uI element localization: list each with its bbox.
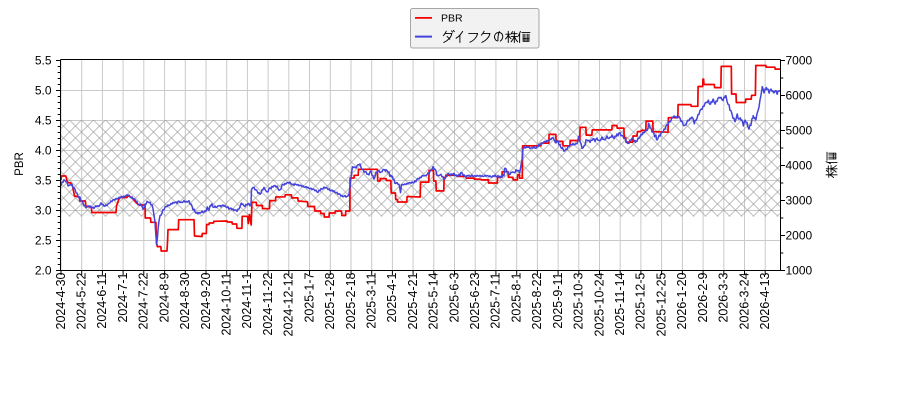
svg-text:2025-7-11: 2025-7-11	[489, 272, 503, 328]
svg-text:3.5: 3.5	[35, 173, 52, 187]
svg-text:2025-4-21: 2025-4-21	[406, 272, 420, 329]
svg-text:2024-4-30: 2024-4-30	[54, 272, 68, 329]
svg-text:2.5: 2.5	[35, 233, 52, 247]
svg-text:PBR: PBR	[14, 152, 26, 176]
svg-text:5.5: 5.5	[35, 53, 52, 67]
svg-text:5.0: 5.0	[35, 83, 52, 97]
svg-text:2025-1-7: 2025-1-7	[302, 272, 316, 322]
svg-text:2.0: 2.0	[35, 263, 52, 277]
svg-text:2025-5-14: 2025-5-14	[427, 272, 441, 329]
svg-text:3000: 3000	[786, 193, 813, 207]
svg-text:2024-6-11: 2024-6-11	[95, 272, 109, 328]
svg-text:PBR: PBR	[441, 13, 463, 25]
svg-text:2025-4-1: 2025-4-1	[385, 272, 399, 322]
svg-text:4.0: 4.0	[35, 143, 52, 157]
svg-text:2025-6-23: 2025-6-23	[468, 272, 482, 329]
svg-text:2024-10-11: 2024-10-11	[220, 272, 234, 335]
svg-text:7000: 7000	[786, 53, 813, 67]
svg-text:2024-7-22: 2024-7-22	[137, 272, 151, 329]
svg-text:6000: 6000	[786, 88, 813, 102]
svg-text:2000: 2000	[786, 228, 813, 242]
svg-text:2024-7-1: 2024-7-1	[116, 272, 130, 322]
svg-text:2026-3-24: 2026-3-24	[737, 272, 751, 329]
svg-text:4.5: 4.5	[35, 113, 52, 127]
svg-text:2025-8-1: 2025-8-1	[510, 272, 524, 322]
svg-text:2026-3-3: 2026-3-3	[717, 272, 731, 322]
svg-text:2026-1-20: 2026-1-20	[675, 272, 689, 329]
svg-text:2024-5-22: 2024-5-22	[75, 272, 89, 329]
svg-text:1000: 1000	[786, 263, 813, 277]
svg-text:2025-2-18: 2025-2-18	[344, 272, 358, 329]
svg-text:2024-11-22: 2024-11-22	[261, 272, 275, 335]
svg-text:2025-12-25: 2025-12-25	[654, 272, 668, 336]
svg-text:2024-11-1: 2024-11-1	[240, 272, 254, 328]
svg-text:2025-6-3: 2025-6-3	[447, 272, 461, 322]
svg-text:2025-10-24: 2025-10-24	[592, 272, 606, 336]
svg-text:2024-12-12: 2024-12-12	[282, 272, 296, 336]
svg-text:2025-8-22: 2025-8-22	[530, 272, 544, 329]
svg-text:4000: 4000	[786, 158, 813, 172]
svg-text:2025-10-3: 2025-10-3	[572, 272, 586, 329]
svg-text:2024-8-9: 2024-8-9	[157, 272, 171, 322]
svg-text:2025-1-28: 2025-1-28	[323, 272, 337, 329]
svg-text:2026-2-9: 2026-2-9	[696, 272, 710, 322]
svg-text:2025-9-11: 2025-9-11	[551, 272, 565, 328]
svg-text:2025-11-14: 2025-11-14	[613, 272, 627, 335]
svg-text:2025-12-5: 2025-12-5	[634, 272, 648, 329]
svg-text:2026-4-13: 2026-4-13	[758, 272, 772, 329]
svg-text:2024-8-30: 2024-8-30	[178, 272, 192, 329]
svg-text:3.0: 3.0	[35, 203, 52, 217]
svg-text:2024-9-20: 2024-9-20	[199, 272, 213, 329]
svg-text:2025-3-11: 2025-3-11	[365, 272, 379, 328]
svg-text:5000: 5000	[786, 123, 813, 137]
